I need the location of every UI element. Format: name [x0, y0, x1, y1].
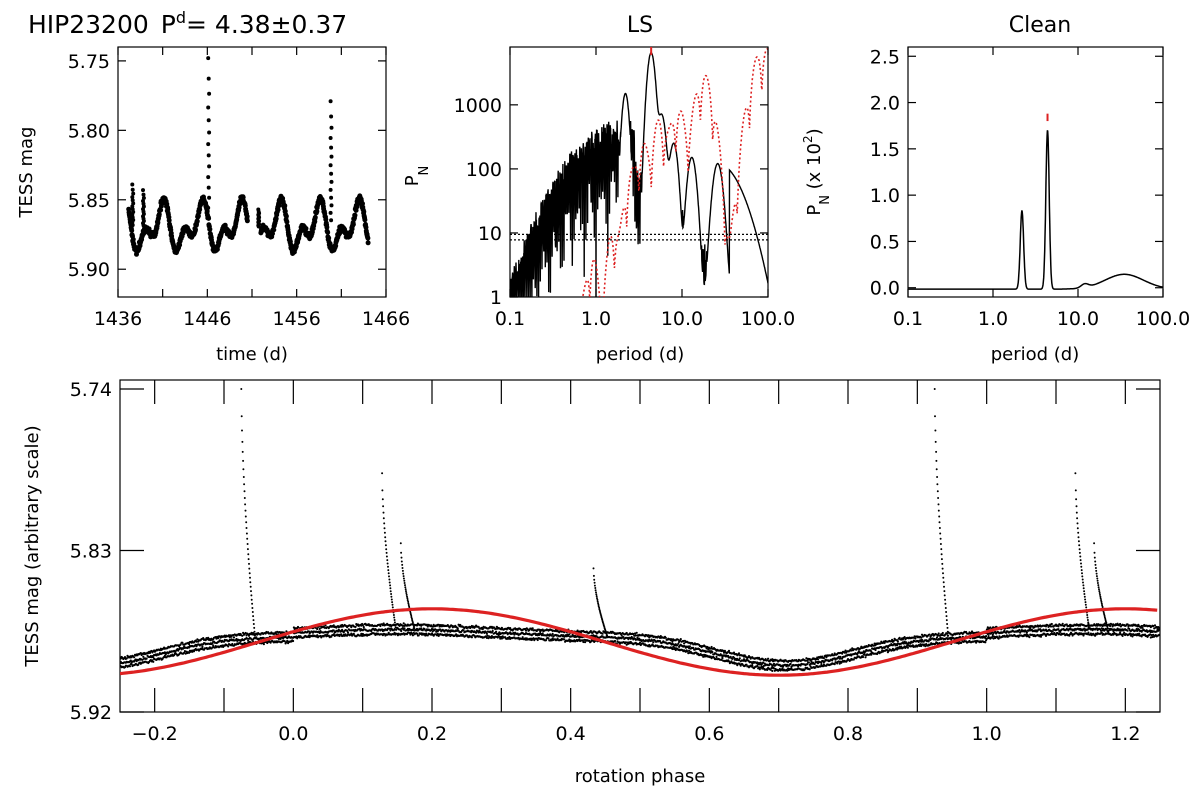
x-tick-label: 1446	[183, 308, 231, 330]
clean-ticks: 0.1 1.0 10.0 100.0 0.0 0.5 1.0 1.5 2.0 2.5	[870, 46, 1190, 330]
phased-flare	[1074, 472, 1090, 629]
clean-title: Clean	[1009, 13, 1071, 38]
phased-xlabel: rotation phase	[575, 766, 706, 787]
y-tick-label: 5.92	[70, 702, 112, 724]
phased-frame	[119, 379, 1161, 713]
phased-flare	[592, 567, 609, 637]
light-curve-points	[126, 56, 371, 257]
phased-data	[120, 622, 1160, 672]
light-curve-data	[126, 193, 371, 257]
x-tick-label: 10.0	[1057, 308, 1099, 330]
light-curve-xlabel: time (d)	[216, 344, 288, 365]
y-tick-label: 5.85	[68, 190, 110, 212]
y-tick-label: 2.5	[870, 46, 900, 68]
ls-frame	[509, 46, 769, 298]
phased-flare	[933, 388, 950, 637]
x-tick-label: 1436	[94, 308, 142, 330]
flare-points	[256, 207, 262, 229]
x-tick-label: 0.0	[278, 723, 308, 745]
y-tick-label: 0.5	[870, 231, 900, 253]
x-tick-label: 10.0	[661, 308, 703, 330]
y-tick-label: 10	[478, 223, 502, 245]
x-tick-label: 1.0	[978, 308, 1008, 330]
x-tick-label: 0.1	[893, 308, 923, 330]
x-tick-label: 1466	[362, 308, 410, 330]
x-tick-label: 0.6	[694, 723, 724, 745]
clean-periodogram-panel: Clean 0.1 1.0 10.0 100.00.00.51.01.52.02.5 …	[801, 13, 1190, 365]
flare-points	[328, 99, 334, 223]
y-tick-label: 5.80	[68, 120, 110, 142]
x-tick-label: 100.0	[741, 308, 795, 330]
light-curve-ticks: 1436 1446 1456 1466 5.75 5.80 5.85 5.90	[68, 47, 410, 330]
phased-ylabel: TESS mag (arbitrary scale)	[22, 425, 43, 667]
y-tick-label: 2.0	[870, 93, 900, 115]
clean-frame	[907, 46, 1164, 298]
flare-points	[206, 56, 212, 220]
phased-flare	[1093, 542, 1109, 630]
sinusoid-fit	[120, 607, 1158, 677]
x-tick-label: 1.0	[581, 308, 611, 330]
ls-curves	[510, 47, 768, 297]
x-tick-label: 0.2	[417, 723, 447, 745]
y-tick-label: 1.5	[870, 139, 900, 161]
x-tick-label: 1456	[272, 308, 320, 330]
light-curve-panel: 1436 1446 1456 1466 5.75 5.80 5.85 5.90 time (d…	[16, 46, 410, 365]
y-tick-label: 1	[490, 287, 502, 309]
y-tick-label: 5.83	[70, 540, 112, 562]
x-tick-label: 100.0	[1136, 308, 1190, 330]
x-tick-label: 1.2	[1110, 723, 1140, 745]
clean-ylabel: PN (x 102)	[801, 128, 833, 215]
y-tick-label: 5.90	[68, 259, 110, 281]
phased-light-curve-panel: −0.2 0.0 0.2 0.4 0.6 0.8 1.0 1.2 5.74 5.83 5.92 ro…	[22, 379, 1161, 787]
ls-xlabel: period (d)	[596, 344, 685, 365]
phased-ticks: −0.2 0.0 0.2 0.4 0.6 0.8 1.0 1.2 5.74 5.83 5.92	[70, 379, 1160, 745]
flare-points	[130, 182, 136, 228]
clean-series	[908, 130, 1163, 290]
light-curve-ylabel: TESS mag	[16, 127, 37, 219]
phased-flare	[240, 388, 256, 637]
ls-ticks: 0.1 1.0 10.0 100.0 1 10 100 1000	[454, 47, 795, 330]
y-tick-label: 1000	[454, 95, 502, 117]
flare-points	[141, 188, 146, 228]
y-tick-label: 0.0	[870, 278, 900, 300]
phased-points	[120, 388, 1160, 677]
phased-flare	[381, 472, 397, 629]
ls-solid-series	[510, 52, 768, 297]
ls-ylabel: PN	[402, 166, 432, 187]
clean-xlabel: period (d)	[991, 344, 1080, 365]
x-tick-label: −0.2	[132, 723, 178, 745]
figure-title: HIP23200 Pd= 4.38±0.37	[28, 8, 347, 39]
x-tick-label: 0.8	[833, 723, 863, 745]
y-tick-label: 5.75	[68, 51, 110, 73]
y-tick-label: 100	[466, 159, 502, 181]
phased-flare	[399, 542, 416, 630]
ls-title: LS	[627, 13, 653, 38]
light-curve-frame	[117, 46, 387, 298]
x-tick-label: 0.1	[495, 308, 525, 330]
x-tick-label: 1.0	[972, 723, 1002, 745]
y-tick-label: 5.74	[70, 379, 112, 401]
x-tick-label: 0.4	[556, 723, 586, 745]
y-tick-label: 1.0	[870, 185, 900, 207]
ls-dotted-series	[581, 48, 768, 297]
clean-curve	[908, 113, 1163, 290]
